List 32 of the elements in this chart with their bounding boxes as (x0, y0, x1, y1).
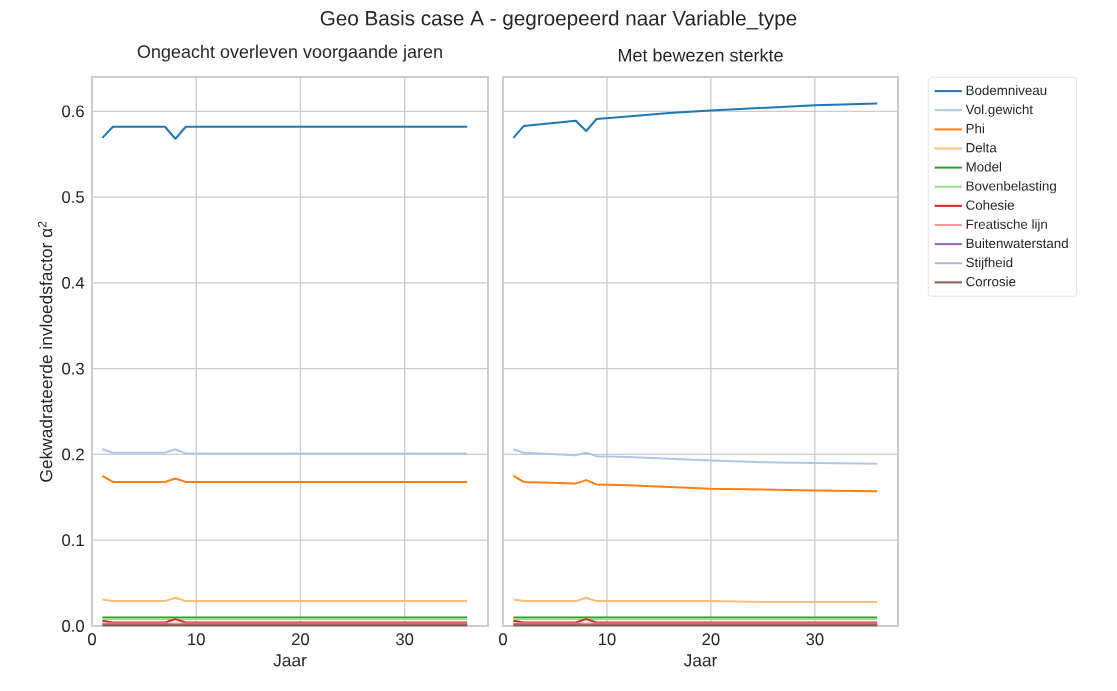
x-tick-label: 30 (806, 633, 824, 646)
y-tick-label: 0.1 (62, 534, 84, 547)
x-tick-label: 10 (188, 633, 205, 646)
legend-label: Cohesie (966, 200, 1014, 210)
y-tick-label: 0.4 (62, 276, 85, 289)
legend-label: Bovenbelasting (966, 180, 1056, 194)
legend-label: Model (966, 161, 1002, 172)
chart-title: Ongeacht overleven voorgaande jaren (137, 44, 442, 62)
x-tick-label: 0 (88, 633, 96, 646)
legend-label: Phi (966, 123, 984, 134)
y-tick-label: 0.2 (62, 448, 84, 461)
x-tick-label: 30 (395, 633, 414, 646)
legend-label: Stijfheid (966, 257, 1013, 270)
x-tick-label: 20 (702, 633, 720, 646)
legend-label: Vol.gewicht (965, 104, 1033, 117)
legend-label: Freatische lijn (966, 219, 1047, 232)
x-axis-title: Jaar (273, 654, 307, 667)
x-tick-label: 10 (598, 633, 616, 646)
y-tick-label: 0.3 (62, 362, 84, 375)
y-axis-title: Gekwadrateerde invloedsfactor α$^{2}$ (37, 221, 53, 482)
y-tick-label: 0.5 (62, 191, 84, 203)
text: Geo Basis case A - gegroepeerd naar Variable_type (320, 10, 797, 30)
y-tick-label: 0.0 (62, 620, 84, 632)
x-axis-title: Jaar (683, 654, 718, 667)
x-tick-label: 0 (499, 633, 507, 646)
legend-label: Delta (966, 142, 997, 153)
chart-title: Met bewezen sterkte (618, 48, 783, 62)
legend-label: Bodemniveau (966, 85, 1047, 96)
legend-label: Corrosie (966, 276, 1016, 287)
y-tick-label: 0.6 (62, 105, 84, 118)
x-tick-label: 20 (291, 633, 310, 646)
legend-label: Buitenwaterstand (966, 238, 1068, 249)
